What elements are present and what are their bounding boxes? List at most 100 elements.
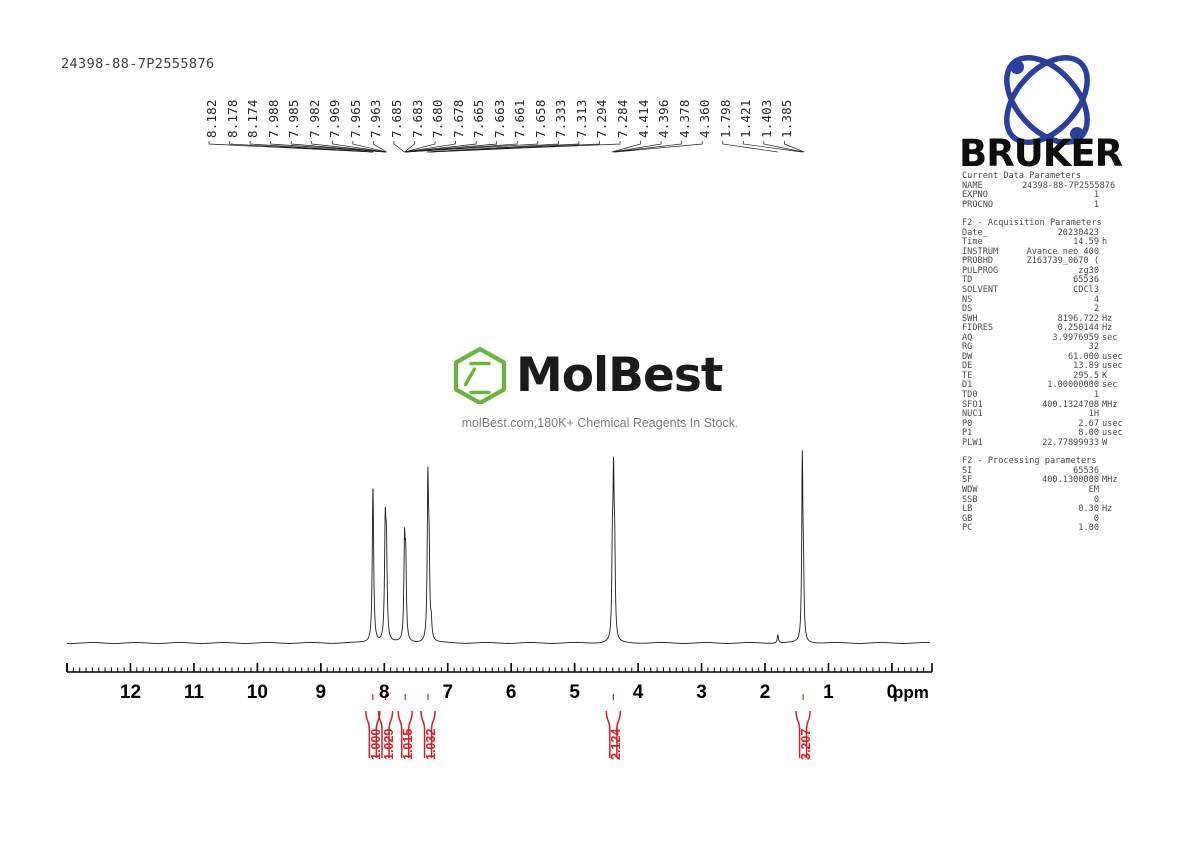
parameter-section-title: F2 - Processing parameters <box>962 456 1097 467</box>
parameter-unit <box>1099 191 1132 201</box>
parameter-value: 1H <box>1088 409 1099 420</box>
parameter-key: AQ <box>962 332 973 343</box>
parameter-value: 0.250144 <box>1057 323 1099 334</box>
watermark: MolBest molBest.com,180K+ Chemical Reage… <box>450 344 750 434</box>
parameter-unit: Hz <box>1102 323 1113 334</box>
parameter-row: DE 13.89 usec <box>962 362 1132 372</box>
parameter-row: WDW EM <box>962 484 1132 496</box>
parameter-unit: usec <box>1102 428 1123 439</box>
integral-value: 1.032 <box>424 728 439 760</box>
parameter-value: 400.1324708 <box>1042 399 1099 410</box>
parameter-key: NS <box>962 294 973 305</box>
parameter-unit: usec <box>1102 361 1123 372</box>
parameter-unit <box>1099 248 1132 258</box>
parameter-row: DW 61.000 usec <box>962 351 1132 363</box>
parameter-row: AQ 3.9976959 sec <box>962 332 1132 344</box>
parameter-row: TE 295.5 K <box>962 370 1132 382</box>
parameter-unit <box>1099 201 1132 211</box>
parameter-value: 32 <box>1088 342 1099 353</box>
parameter-key: TD <box>962 275 973 286</box>
parameter-key: Time <box>962 237 983 248</box>
parameter-value: 2.67 <box>1078 418 1099 429</box>
hexagon-logo-icon <box>453 346 507 404</box>
parameter-unit: W <box>1102 437 1108 448</box>
parameter-value: EM <box>1088 484 1099 495</box>
parameter-key: PROBHD <box>962 256 994 267</box>
parameter-key: PULPROG <box>962 265 999 276</box>
acquisition-parameters-panel: Current Data Parameters NAME 24398-88-7P25… <box>962 171 1132 534</box>
parameter-value: 14.59 <box>1073 237 1099 248</box>
parameter-key: Date_ <box>962 227 988 238</box>
parameter-value: zg30 <box>1078 265 1099 276</box>
axis-tick-label: 5 <box>569 682 580 703</box>
parameter-value: 0 <box>1093 513 1099 524</box>
parameter-row: P1 8.00 usec <box>962 429 1132 439</box>
axis-tick-label: 4 <box>632 682 644 703</box>
parameter-row: PULPROG zg30 <box>962 265 1132 277</box>
parameter-key: DW <box>962 351 973 362</box>
parameter-key: SWH <box>962 313 978 324</box>
parameter-unit <box>1099 296 1132 306</box>
parameter-row: SWH 8196.722 Hz <box>962 313 1132 325</box>
vendor-name: BRUKER <box>959 132 1123 175</box>
parameter-unit <box>1099 276 1132 286</box>
axis-tick-label: 2 <box>759 682 771 703</box>
parameter-row: NUC1 1H <box>962 410 1132 420</box>
parameter-key: DE <box>962 361 973 372</box>
parameter-key: TE <box>962 370 973 381</box>
parameter-key: SFO1 <box>962 399 983 410</box>
parameter-unit: h <box>1102 237 1108 248</box>
parameter-unit <box>1099 267 1132 277</box>
parameter-unit: MHz <box>1102 475 1118 486</box>
parameter-unit <box>1115 182 1148 192</box>
parameter-unit <box>1099 515 1132 525</box>
axis-tick-label: 1 <box>823 682 834 703</box>
parameter-unit: sec <box>1102 332 1118 343</box>
parameter-key: PROCNO <box>962 199 994 210</box>
axis-tick-label: 0 <box>886 682 898 703</box>
watermark-tagline: molBest.com,180K+ Chemical Reagents In S… <box>461 416 739 430</box>
watermark-brand: MolBest <box>516 347 723 403</box>
parameter-row: RG 32 <box>962 343 1132 353</box>
parameter-row: INSTRUM Avance neo 400 <box>962 246 1132 258</box>
parameter-value: 61.000 <box>1067 351 1099 362</box>
parameter-unit <box>1099 486 1132 496</box>
axis-tick-label: 12 <box>119 682 142 703</box>
parameter-value: 0.30 <box>1078 504 1099 515</box>
parameter-row: P0 2.67 usec <box>962 418 1132 430</box>
parameter-value: 1 <box>1093 199 1099 210</box>
parameter-value: 0 <box>1093 494 1099 505</box>
parameter-key: DS <box>962 304 973 315</box>
parameter-row: LB 0.30 Hz <box>962 504 1132 515</box>
parameter-value: 22.77899933 <box>1042 437 1099 448</box>
parameter-row: SFO1 400.1324708 MHz <box>962 399 1132 411</box>
parameter-row: NS 4 <box>962 294 1132 306</box>
parameter-row: TD 65536 <box>962 276 1132 286</box>
integral-value: 1.000 <box>368 728 383 760</box>
parameter-row: PC 1.00 <box>962 524 1132 534</box>
parameter-unit: MHz <box>1102 399 1118 410</box>
axis-tick-label: 7 <box>442 682 454 703</box>
parameter-row: SI 65536 <box>962 465 1132 477</box>
parameter-unit <box>1099 286 1132 296</box>
parameter-section-title: Current Data Parameters <box>962 171 1081 181</box>
parameter-value: 65536 <box>1073 465 1099 476</box>
parameter-value: Avance neo 400 <box>1026 246 1099 257</box>
atom-orbital-icon <box>1004 55 1090 145</box>
parameter-unit: Hz <box>1102 504 1113 515</box>
parameter-value: 13.89 <box>1073 361 1099 372</box>
parameter-row: TD0 1 <box>962 390 1132 401</box>
axis-tick-label: 9 <box>315 682 327 703</box>
parameter-value: 2 <box>1093 304 1099 315</box>
parameter-row: EXPNO 1 <box>962 191 1132 201</box>
parameter-value: 4 <box>1093 294 1099 305</box>
parameter-key: RG <box>962 342 973 353</box>
parameter-unit <box>1099 524 1132 534</box>
parameter-value: Z163739_0670 ( <box>1026 256 1099 267</box>
parameter-value: 1.00 <box>1078 523 1099 534</box>
parameter-value: CDCl3 <box>1073 285 1099 296</box>
parameter-section-title: F2 - Acquisition Parameters <box>962 218 1102 229</box>
parameter-value: 20230423 <box>1057 227 1099 238</box>
parameter-row: DS 2 <box>962 305 1132 315</box>
parameter-unit: usec <box>1102 351 1123 362</box>
